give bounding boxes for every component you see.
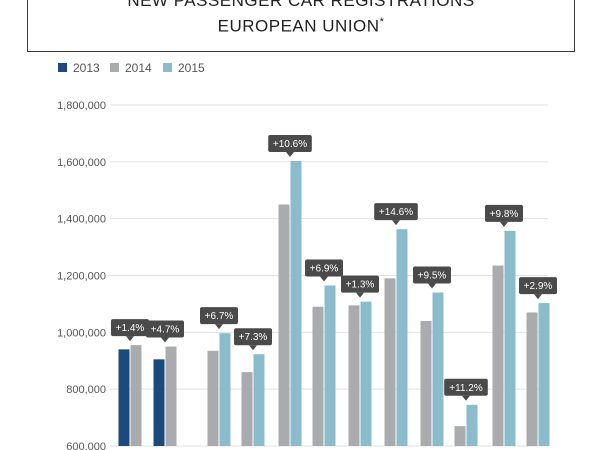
y-tick-label: 1,000,000	[57, 327, 106, 339]
chart-title-line2: EUROPEAN UNION*	[28, 12, 574, 37]
change-label: +1.4%	[116, 323, 145, 334]
bar-2014-group-1	[130, 345, 142, 446]
change-bubble-pointer	[320, 276, 328, 282]
change-bubble	[111, 319, 149, 337]
y-tick-label: 1,600,000	[57, 157, 106, 169]
bar-2014-group-6	[312, 306, 324, 446]
y-tick-label: 1,800,000	[57, 100, 106, 112]
legend-label-2014: 2014	[125, 61, 152, 75]
chart-title-line1: NEW PASSENGER CAR REGISTRATIONS	[127, 0, 475, 10]
footnote-mark: *	[379, 16, 385, 28]
change-bubble-pointer	[126, 336, 134, 342]
bar-2014-group-3	[207, 350, 219, 446]
change-bubble-pointer	[428, 283, 436, 289]
bar-2013-group-2	[153, 359, 165, 446]
legend-label-2013: 2013	[73, 61, 100, 75]
change-bubble-pointer	[462, 395, 470, 401]
bar-2014-group-8	[384, 278, 396, 446]
change-bubble	[234, 328, 272, 346]
chart-title-box: NEW PASSENGER CAR REGISTRATIONS EUROPEAN…	[27, 0, 575, 52]
change-label: +1.3%	[346, 280, 375, 291]
bar-2015-group-4	[253, 354, 265, 446]
change-label: +9.8%	[490, 209, 519, 220]
y-tick-label: 1,400,000	[57, 214, 106, 226]
bar-2014-group-5	[278, 204, 290, 446]
bar-2014-group-4	[241, 372, 253, 446]
change-bubble-pointer	[161, 337, 169, 343]
bar-2014-group-11	[492, 265, 504, 446]
legend-swatch-2013	[58, 63, 67, 72]
change-bubble	[485, 204, 523, 222]
bar-2015-group-10	[466, 404, 478, 446]
change-label: +11.2%	[449, 383, 483, 394]
change-bubble-pointer	[392, 220, 400, 226]
bar-2014-group-2	[165, 346, 177, 446]
change-bubble-pointer	[534, 294, 542, 300]
bar-2015-group-9	[432, 292, 444, 446]
change-label: +6.7%	[205, 311, 234, 322]
bar-2014-group-10	[454, 426, 466, 446]
change-label: +2.9%	[524, 281, 553, 292]
change-bubble	[444, 378, 488, 396]
bar-2015-group-6	[324, 285, 336, 446]
bar-2015-group-5	[290, 160, 302, 446]
change-bubble-pointer	[356, 292, 364, 298]
chart-title-line2-text: EUROPEAN UNION	[217, 16, 380, 36]
bar-2013-group-1	[118, 349, 130, 446]
y-tick-label: 800,000	[66, 384, 106, 396]
change-bubble	[341, 275, 379, 293]
bar-2015-group-7	[360, 301, 372, 446]
bar-2014-group-12	[526, 312, 538, 446]
change-label: +6.9%	[310, 263, 339, 274]
bar-2014-group-7	[348, 305, 360, 446]
legend-swatch-2014	[110, 63, 119, 72]
change-label: +7.3%	[239, 332, 268, 343]
change-label: +9.5%	[418, 271, 447, 282]
change-bubble	[146, 320, 184, 338]
bar-2015-group-11	[504, 230, 516, 446]
bar-2015-group-8	[396, 229, 408, 446]
change-bubble	[305, 259, 343, 277]
change-bubble	[268, 134, 312, 152]
change-bubble-pointer	[249, 345, 257, 351]
change-label: +4.7%	[151, 325, 180, 336]
y-tick-label: 600,000	[66, 441, 106, 450]
change-bubble	[374, 203, 418, 221]
change-label: +10.6%	[273, 139, 307, 150]
change-bubble-pointer	[500, 221, 508, 227]
bar-2015-group-12	[538, 303, 550, 446]
y-tick-label: 1,200,000	[57, 271, 106, 283]
change-bubble	[519, 277, 557, 295]
change-bubble	[200, 307, 238, 325]
legend-swatch-2015	[163, 63, 172, 72]
bar-2014-group-9	[420, 320, 432, 446]
bar-2015-group-3	[219, 333, 231, 446]
change-label: +14.6%	[379, 207, 413, 218]
change-bubble-pointer	[286, 151, 294, 157]
change-bubble-pointer	[215, 324, 223, 330]
change-bubble	[413, 266, 451, 284]
legend-label-2015: 2015	[178, 61, 205, 75]
